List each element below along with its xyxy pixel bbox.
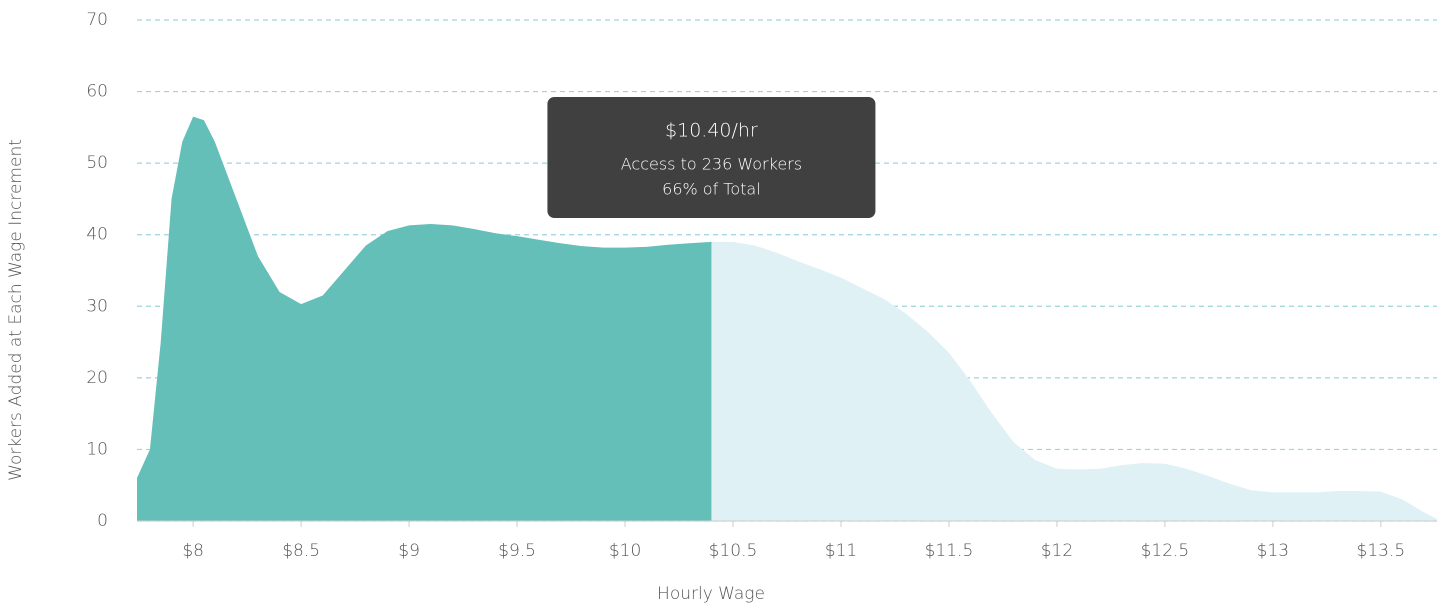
y-axis-label: Workers Added at Each Wage Increment <box>6 139 26 481</box>
x-tick-label: $10.5 <box>709 541 758 561</box>
x-tick-label: $13.5 <box>1357 541 1406 561</box>
y-tick-label: 50 <box>86 153 108 173</box>
tooltip-title: $10.40/hr <box>665 120 758 142</box>
x-tick-label: $10 <box>609 541 641 561</box>
y-tick-label: 0 <box>97 511 108 531</box>
tooltip-line: Access to 236 Workers <box>621 155 802 174</box>
tooltip-box <box>547 97 876 218</box>
y-tick-label: 20 <box>86 368 108 388</box>
y-tick-label: 10 <box>86 439 108 459</box>
x-tick-label: $11.5 <box>925 541 974 561</box>
x-axis-label: Hourly Wage <box>657 584 765 604</box>
x-tick-label: $13 <box>1257 541 1289 561</box>
x-tick-label: $12.5 <box>1141 541 1190 561</box>
x-tick-label: $11 <box>825 541 857 561</box>
x-tick-label: $12 <box>1041 541 1073 561</box>
x-tick-label: $9.5 <box>498 541 536 561</box>
x-tick-label: $8 <box>182 541 204 561</box>
tooltip-line: 66% of Total <box>662 180 761 199</box>
y-tick-label: 40 <box>86 225 108 245</box>
y-tick-label: 60 <box>86 82 108 102</box>
x-tick-label: $8.5 <box>282 541 320 561</box>
selected-area <box>137 116 712 521</box>
y-tick-label: 70 <box>86 10 108 30</box>
y-tick-label: 30 <box>86 296 108 316</box>
tooltip: $10.40/hr Access to 236 Workers 66% of Tot… <box>547 97 876 218</box>
x-tick-label: $9 <box>398 541 420 561</box>
